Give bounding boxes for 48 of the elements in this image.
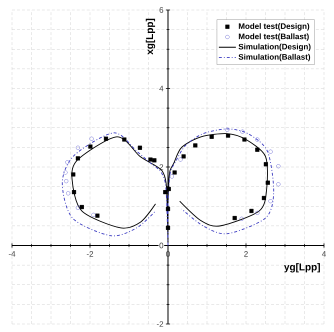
point — [66, 191, 70, 196]
point — [104, 136, 108, 141]
point — [276, 164, 280, 168]
point — [178, 157, 183, 162]
point — [152, 158, 156, 162]
point — [166, 206, 170, 212]
point — [65, 160, 70, 164]
point — [268, 199, 273, 204]
point — [210, 134, 214, 139]
point — [268, 150, 273, 154]
point — [76, 156, 80, 160]
point — [91, 212, 96, 217]
point — [240, 216, 244, 221]
point — [166, 226, 170, 230]
point — [276, 182, 280, 186]
point — [122, 137, 126, 142]
point — [255, 148, 260, 152]
point — [138, 146, 142, 150]
point — [266, 180, 270, 185]
point — [166, 186, 171, 192]
point — [226, 134, 230, 138]
x-axis-title: yg[Lpp] — [284, 263, 320, 272]
point — [240, 130, 245, 134]
point — [193, 143, 198, 148]
point — [264, 162, 268, 166]
point — [148, 157, 153, 162]
point — [182, 154, 186, 158]
point — [95, 214, 100, 218]
point — [249, 208, 254, 214]
point — [80, 204, 84, 210]
point — [225, 128, 230, 132]
point — [170, 174, 174, 179]
point — [76, 146, 80, 150]
point — [242, 137, 247, 142]
point — [262, 196, 266, 200]
point — [71, 172, 76, 177]
point — [255, 137, 260, 142]
point — [163, 190, 168, 194]
point — [88, 144, 92, 149]
point — [172, 170, 177, 175]
y-axis-title: xg[Lpp] — [146, 18, 156, 55]
point — [232, 216, 237, 220]
point — [72, 190, 76, 194]
point — [76, 206, 80, 210]
point — [255, 210, 260, 216]
point — [64, 179, 68, 184]
point — [89, 136, 94, 141]
point — [63, 170, 68, 175]
